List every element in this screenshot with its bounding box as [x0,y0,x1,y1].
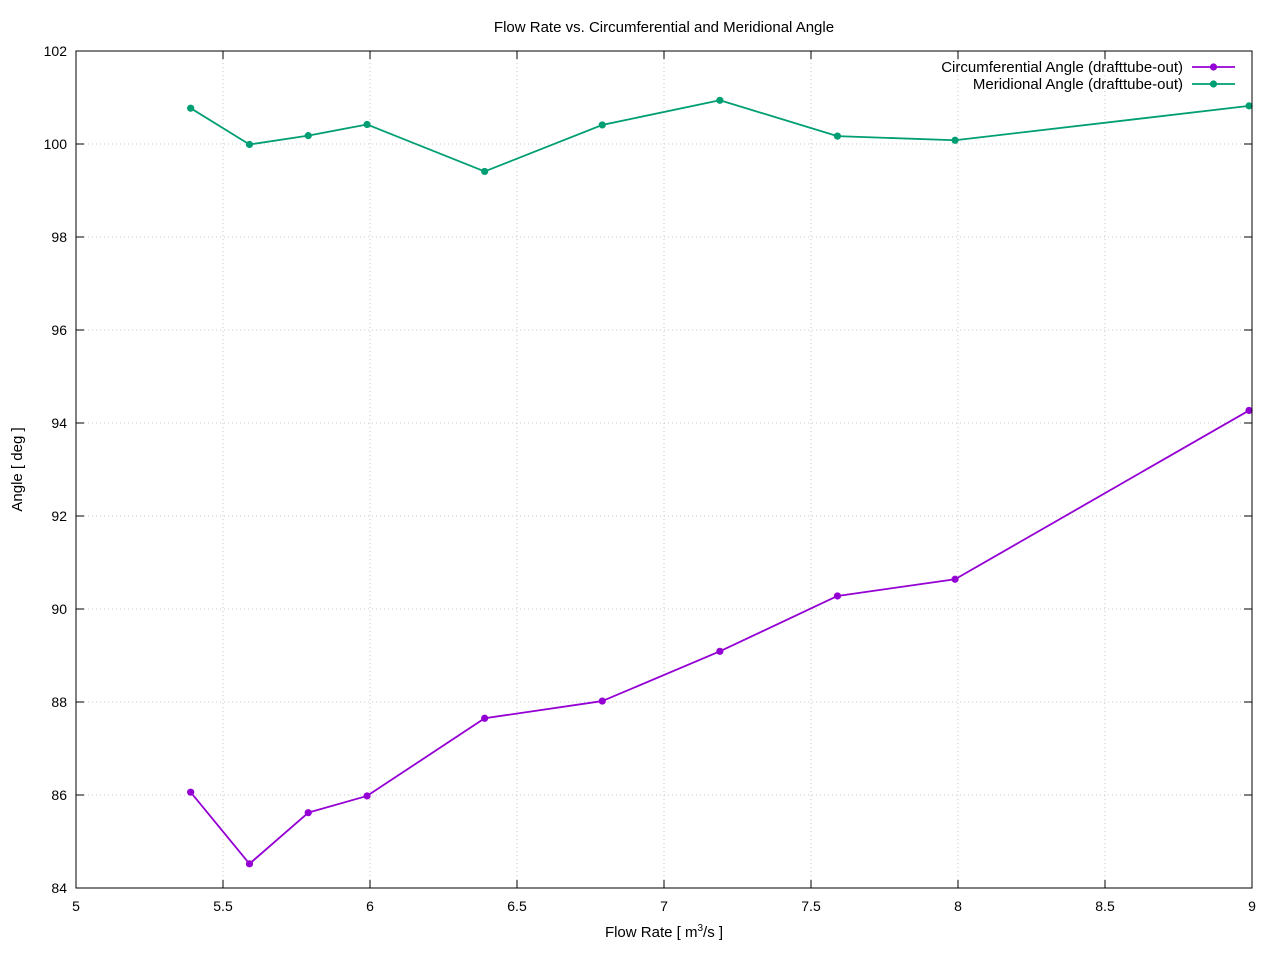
data-point [833,592,842,600]
x-tick-label: 8 [954,898,962,914]
data-point [716,647,724,655]
y-tick-label: 98 [51,229,67,245]
legend: Circumferential Angle (drafttube-out)Mer… [941,59,1235,93]
data-point [245,140,254,149]
legend-label: Meridional Angle (drafttube-out) [973,76,1183,93]
data-point [951,136,959,144]
legend-label: Circumferential Angle (drafttube-out) [941,59,1183,76]
data-point [598,121,606,129]
x-tick-label: 6.5 [507,898,527,914]
plot-frame [75,50,1253,889]
x-tick-label: 5.5 [213,898,233,914]
data-point [187,104,195,112]
axis-ticks: 5 5.5 6 6.5 7 7.5 8 8.5 9 84 86 88 90 92 94 96 98 100 102 [44,43,1256,914]
data-point [304,809,312,817]
data-series [187,96,1253,868]
data-point [187,788,195,796]
y-tick-label: 102 [44,43,68,59]
data-point [598,697,606,705]
x-tick-label: 7 [660,898,668,914]
data-point [481,714,489,722]
x-axis-title-superscript: 3 [697,923,703,934]
legend-item: Circumferential Angle (drafttube-out) [941,59,1235,76]
x-tick-label: 6 [366,898,374,914]
data-point [1245,102,1253,110]
x-tick-label: 7.5 [801,898,821,914]
data-point [363,120,371,129]
x-axis-title-suffix: /s ] [703,924,723,941]
data-point [1245,406,1253,415]
chart-title: Flow Rate vs. Circumferential and Meridi… [494,19,834,36]
series-line [189,409,1250,865]
legend-item: Meridional Angle (drafttube-out) [973,76,1235,93]
y-tick-label: 90 [51,601,67,617]
y-tick-label: 86 [51,787,67,803]
series-1 [187,96,1253,176]
y-tick-label: 94 [51,415,67,431]
x-tick-label: 5 [72,898,80,914]
x-axis-title-prefix: Flow Rate [ m [605,924,698,941]
data-point [833,132,842,140]
y-tick-label: 88 [51,694,67,710]
data-point [951,575,959,583]
series-0 [187,406,1253,868]
data-point [245,860,254,868]
y-tick-label: 100 [44,136,68,152]
series-line [190,99,1250,173]
y-tick-label: 92 [51,508,67,524]
data-point [481,167,489,176]
legend-swatch-marker [1209,63,1218,71]
data-point [716,96,724,104]
y-axis-title: Angle [ deg ] [9,427,26,511]
data-point [304,132,312,140]
y-tick-label: 84 [51,880,67,896]
y-tick-label: 96 [51,322,67,338]
legend-swatch-marker [1209,80,1218,88]
x-tick-label: 9 [1248,898,1256,914]
x-axis-title: Flow Rate [ m3/s ] [605,923,723,941]
grid [76,51,1252,888]
x-tick-label: 8.5 [1095,898,1115,914]
data-point [363,792,371,800]
